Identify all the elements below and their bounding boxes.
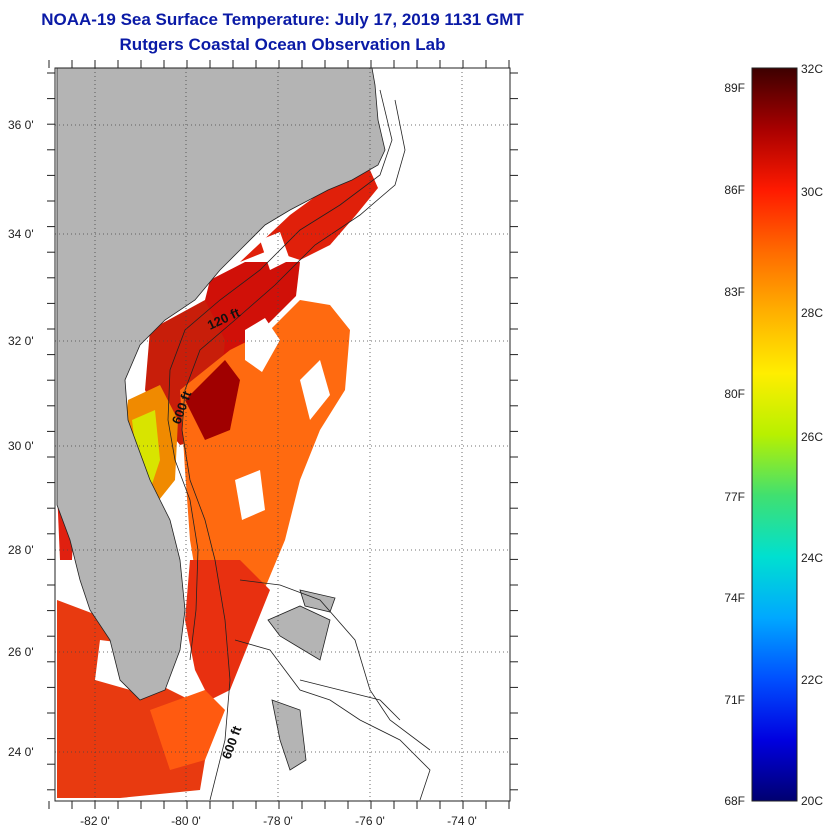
lat-label: 36 0' (8, 118, 34, 132)
fahrenheit-label: 74F (724, 591, 745, 605)
fahrenheit-label: 77F (724, 490, 745, 504)
celsius-label: 22C (801, 673, 823, 687)
fahrenheit-label: 80F (724, 387, 745, 401)
map-border (54, 67, 511, 802)
fahrenheit-label: 71F (724, 693, 745, 707)
map-subtitle: Rutgers Coastal Ocean Observation Lab (119, 35, 446, 54)
celsius-label: 32C (801, 62, 823, 76)
lat-label: 30 0' (8, 439, 34, 453)
axis-ticks (47, 60, 518, 809)
celsius-label: 20C (801, 794, 823, 808)
celsius-label: 24C (801, 551, 823, 565)
lat-label: 34 0' (8, 227, 34, 241)
lat-label: 24 0' (8, 745, 34, 759)
colorbar-gradient (751, 67, 798, 802)
lon-label: -80 0' (171, 814, 201, 828)
lon-label: -78 0' (263, 814, 293, 828)
lat-label: 32 0' (8, 334, 34, 348)
fahrenheit-label: 86F (724, 183, 745, 197)
fahrenheit-label: 68F (724, 794, 745, 808)
lon-label: -82 0' (80, 814, 110, 828)
fahrenheit-label: 89F (724, 81, 745, 95)
lat-label: 28 0' (8, 543, 34, 557)
celsius-label: 30C (801, 185, 823, 199)
celsius-label: 28C (801, 306, 823, 320)
fahrenheit-label: 83F (724, 285, 745, 299)
lon-label: -74 0' (447, 814, 477, 828)
land-mass (56, 67, 386, 701)
sst-coverage (57, 170, 378, 798)
map-title: NOAA-19 Sea Surface Temperature: July 17… (41, 10, 524, 29)
lat-label: 26 0' (8, 645, 34, 659)
lon-label: -76 0' (355, 814, 385, 828)
bathymetry-contours (167, 89, 431, 801)
celsius-label: 26C (801, 430, 823, 444)
